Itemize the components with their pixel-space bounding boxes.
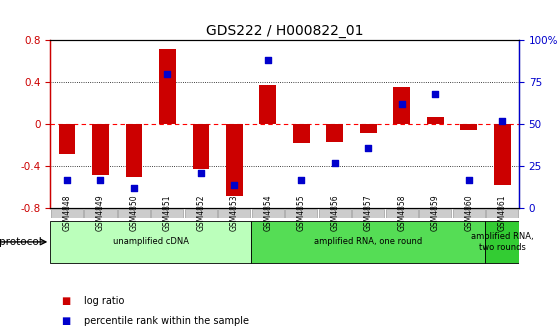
- FancyBboxPatch shape: [319, 209, 351, 218]
- Point: [330, 160, 339, 166]
- Text: GSM4850: GSM4850: [129, 195, 138, 232]
- FancyBboxPatch shape: [352, 209, 384, 218]
- Bar: [427, 117, 444, 124]
- Point: [62, 177, 71, 182]
- Bar: [460, 124, 477, 130]
- Text: GSM4853: GSM4853: [230, 195, 239, 232]
- Text: GSM4856: GSM4856: [330, 195, 339, 232]
- Text: ■: ■: [61, 296, 71, 306]
- Bar: [92, 124, 109, 175]
- FancyBboxPatch shape: [185, 209, 217, 218]
- Bar: [193, 124, 209, 169]
- Point: [364, 145, 373, 151]
- Title: GDS222 / H000822_01: GDS222 / H000822_01: [206, 24, 363, 38]
- Text: unamplified cDNA: unamplified cDNA: [113, 238, 189, 246]
- Text: GSM4859: GSM4859: [431, 195, 440, 232]
- FancyBboxPatch shape: [118, 209, 150, 218]
- Text: amplified RNA,
two rounds: amplified RNA, two rounds: [471, 232, 533, 252]
- Text: GSM4851: GSM4851: [163, 195, 172, 232]
- Point: [263, 58, 272, 63]
- Text: GSM4860: GSM4860: [464, 195, 473, 232]
- Bar: [326, 124, 343, 142]
- Text: GSM4854: GSM4854: [263, 195, 272, 232]
- Bar: [293, 124, 310, 143]
- FancyBboxPatch shape: [151, 209, 184, 218]
- Point: [397, 101, 406, 107]
- Point: [163, 71, 172, 77]
- Bar: [494, 124, 511, 185]
- Bar: [259, 85, 276, 124]
- Text: GSM4855: GSM4855: [297, 195, 306, 232]
- FancyBboxPatch shape: [251, 221, 485, 263]
- Point: [196, 170, 205, 176]
- Bar: [159, 49, 176, 124]
- FancyBboxPatch shape: [285, 209, 318, 218]
- FancyBboxPatch shape: [485, 221, 519, 263]
- Text: GSM4848: GSM4848: [62, 195, 71, 232]
- Bar: [126, 124, 142, 177]
- Text: percentile rank within the sample: percentile rank within the sample: [84, 316, 249, 326]
- Point: [431, 91, 440, 97]
- FancyBboxPatch shape: [218, 209, 251, 218]
- Text: ■: ■: [61, 316, 71, 326]
- Bar: [226, 124, 243, 196]
- FancyBboxPatch shape: [50, 221, 251, 263]
- Text: GSM4858: GSM4858: [397, 195, 406, 232]
- Point: [129, 185, 138, 191]
- FancyBboxPatch shape: [453, 209, 485, 218]
- Point: [297, 177, 306, 182]
- FancyBboxPatch shape: [84, 209, 117, 218]
- Text: GSM4852: GSM4852: [196, 195, 205, 232]
- Point: [464, 177, 473, 182]
- FancyBboxPatch shape: [51, 209, 83, 218]
- Text: GSM4861: GSM4861: [498, 195, 507, 232]
- Point: [96, 177, 105, 182]
- FancyBboxPatch shape: [252, 209, 284, 218]
- Text: log ratio: log ratio: [84, 296, 124, 306]
- FancyBboxPatch shape: [386, 209, 418, 218]
- Bar: [393, 86, 410, 124]
- Point: [230, 182, 239, 187]
- Text: GSM4849: GSM4849: [96, 195, 105, 232]
- FancyBboxPatch shape: [419, 209, 451, 218]
- Text: GSM4857: GSM4857: [364, 195, 373, 232]
- Bar: [59, 124, 75, 154]
- FancyBboxPatch shape: [486, 209, 518, 218]
- Point: [498, 118, 507, 124]
- Text: amplified RNA, one round: amplified RNA, one round: [314, 238, 422, 246]
- Bar: [360, 124, 377, 133]
- Text: protocol: protocol: [0, 237, 42, 247]
